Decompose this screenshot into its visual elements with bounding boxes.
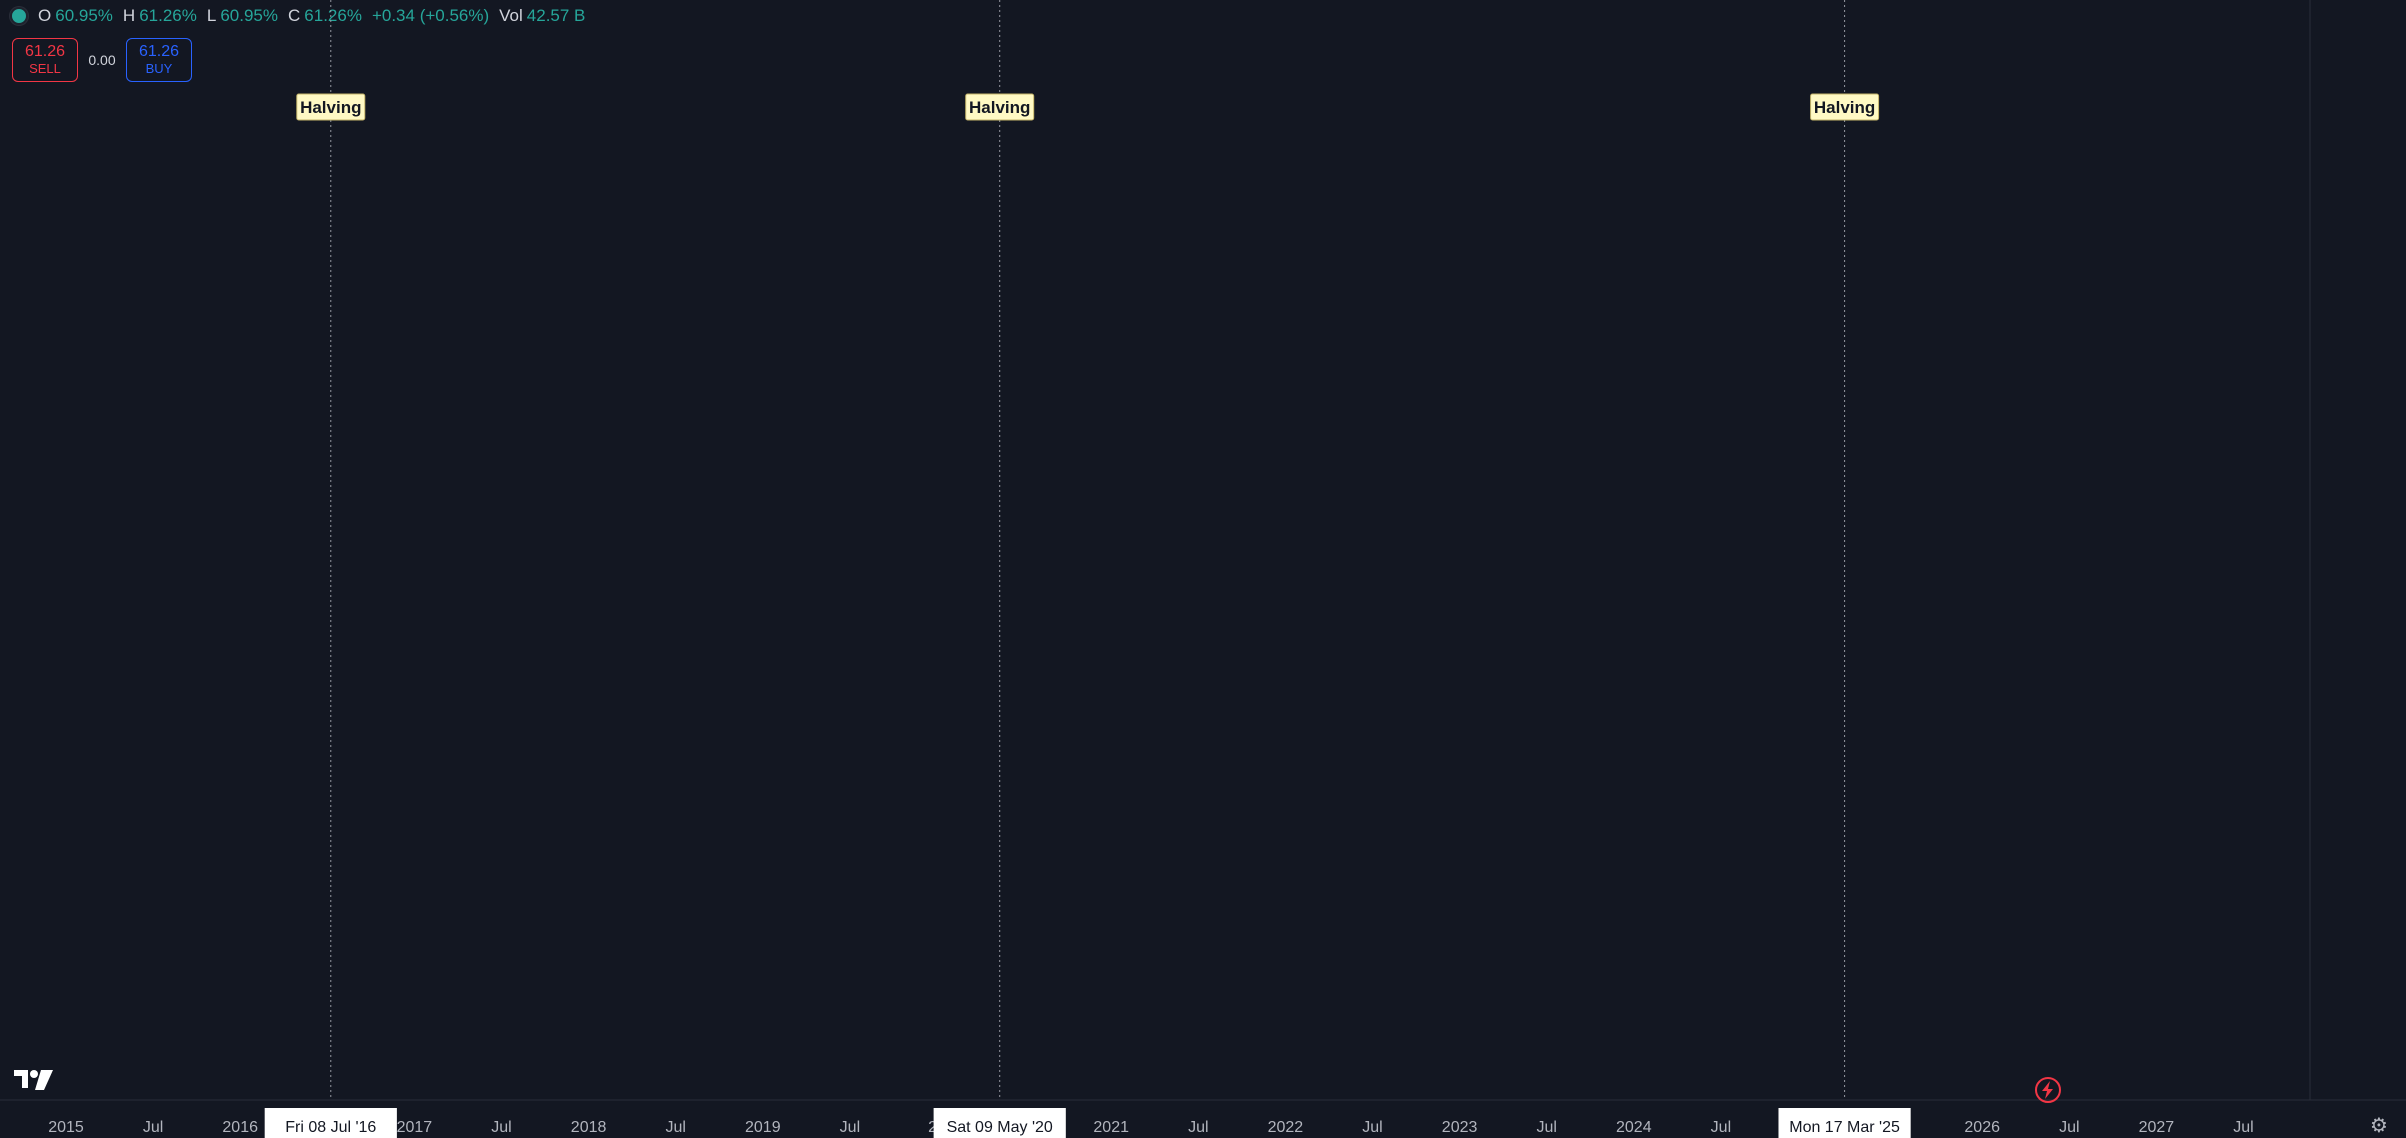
highlighted-date-label: Mon 17 Mar '25 xyxy=(1789,1119,1900,1136)
ohlc-low-key: L xyxy=(206,6,217,25)
ohlc-open-key: O xyxy=(38,6,52,25)
x-tick-label: Jul xyxy=(491,1119,511,1136)
highlighted-date-box xyxy=(933,1108,1066,1138)
x-tick-label: Jul xyxy=(143,1119,163,1136)
halving-label: Halving xyxy=(296,93,366,121)
highlighted-date: Mon 17 Mar '25 xyxy=(1778,1108,1911,1138)
ohlc-change-value: +0.34 (+0.56%) xyxy=(371,6,490,25)
halving-label-text: Halving xyxy=(969,98,1030,117)
x-tick-label: 2021 xyxy=(1093,1119,1129,1136)
symbol-status-icon[interactable] xyxy=(10,7,28,25)
ohlc-volume-key: Vol xyxy=(499,6,523,25)
x-tick-label: 2018 xyxy=(571,1119,607,1136)
gear-icon[interactable]: ⚙ xyxy=(2370,1115,2388,1137)
x-tick-label: 2023 xyxy=(1442,1119,1478,1136)
x-tick-label: Jul xyxy=(1536,1119,1556,1136)
ohlc-volume-value: 42.57 B xyxy=(526,6,586,25)
ohlc-close-key: C xyxy=(288,6,301,25)
ohlc-legend: O 60.95% H 61.26% L 60.95% C 61.26% +0.34 (+… xyxy=(10,6,591,26)
lightning-icon[interactable] xyxy=(2034,1076,2062,1104)
sell-label: SELL xyxy=(29,61,61,76)
sell-price: 61.26 xyxy=(24,43,66,60)
x-tick-label: Jul xyxy=(1188,1119,1208,1136)
highlighted-date: Sat 09 May '20 xyxy=(933,1108,1066,1138)
highlighted-date-box xyxy=(1778,1108,1911,1138)
x-tick-label: Jul xyxy=(665,1119,685,1136)
x-tick-label: Jul xyxy=(2233,1119,2253,1136)
ohlc-low-value: 60.95% xyxy=(220,6,278,25)
ohlc-open-value: 60.95% xyxy=(55,6,113,25)
x-tick-label: Jul xyxy=(1362,1119,1382,1136)
halving-label: Halving xyxy=(1810,93,1880,121)
buy-button[interactable]: 61.26 BUY xyxy=(126,38,192,82)
x-tick-label: 2024 xyxy=(1616,1119,1652,1136)
x-tick-label: Jul xyxy=(1711,1119,1731,1136)
spread-value: 0.00 xyxy=(88,52,116,68)
halving-label: Halving xyxy=(965,93,1035,121)
buy-price: 61.26 xyxy=(138,43,180,60)
highlighted-date-label: Fri 08 Jul '16 xyxy=(285,1119,376,1136)
halving-label-box xyxy=(965,93,1035,121)
ohlc-high-key: H xyxy=(122,6,136,25)
highlighted-date-box xyxy=(264,1108,397,1138)
x-tick-label: 2019 xyxy=(745,1119,781,1136)
buy-label: BUY xyxy=(145,61,173,76)
trade-buttons: 61.26 SELL 0.00 61.26 BUY xyxy=(12,38,192,82)
halving-label-text: Halving xyxy=(1814,98,1875,117)
highlighted-date-label: Sat 09 May '20 xyxy=(947,1119,1053,1136)
ohlc-high-value: 61.26% xyxy=(139,6,197,25)
x-tick-label: 2016 xyxy=(222,1119,258,1136)
x-tick-label: 2017 xyxy=(397,1119,433,1136)
x-tick-label: 2026 xyxy=(1964,1119,2000,1136)
x-tick-label: Jul xyxy=(2059,1119,2079,1136)
x-tick-label: Jul xyxy=(840,1119,860,1136)
halving-label-text: Halving xyxy=(300,98,361,117)
x-tick-label: 2027 xyxy=(2139,1119,2175,1136)
price-axis-panel xyxy=(2310,0,2406,1138)
x-tick-label: 2022 xyxy=(1268,1119,1304,1136)
tradingview-logo-icon[interactable] xyxy=(14,1068,56,1092)
ohlc-close-value: 61.26% xyxy=(304,6,362,25)
x-tick-label: 2015 xyxy=(48,1119,84,1136)
highlighted-date: Fri 08 Jul '16 xyxy=(264,1108,397,1138)
sell-button[interactable]: 61.26 SELL xyxy=(12,38,78,82)
halving-label-box xyxy=(1810,93,1880,121)
halving-label-box xyxy=(296,93,366,121)
